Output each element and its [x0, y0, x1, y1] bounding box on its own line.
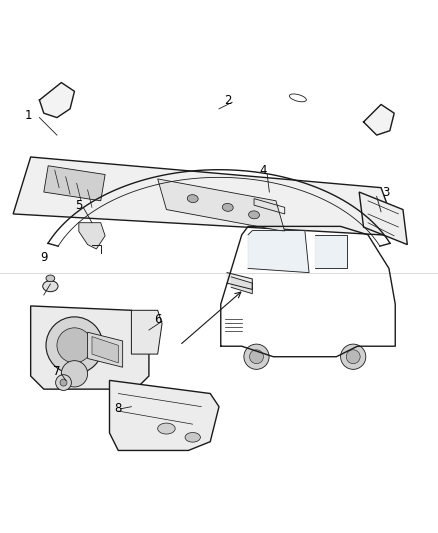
- Polygon shape: [315, 235, 347, 269]
- Circle shape: [57, 328, 92, 363]
- Ellipse shape: [249, 211, 259, 219]
- Polygon shape: [364, 104, 394, 135]
- Polygon shape: [92, 336, 118, 363]
- Polygon shape: [227, 273, 252, 289]
- Circle shape: [61, 361, 88, 387]
- Ellipse shape: [128, 403, 144, 415]
- Circle shape: [46, 317, 103, 374]
- Ellipse shape: [223, 204, 233, 211]
- Circle shape: [56, 375, 71, 391]
- Circle shape: [60, 379, 67, 386]
- Polygon shape: [88, 332, 123, 367]
- Ellipse shape: [125, 402, 133, 408]
- Circle shape: [346, 350, 360, 364]
- Text: 9: 9: [40, 251, 48, 264]
- Ellipse shape: [187, 195, 198, 203]
- Polygon shape: [158, 179, 285, 231]
- Circle shape: [250, 350, 263, 364]
- Polygon shape: [31, 306, 149, 389]
- Text: 1: 1: [25, 109, 32, 122]
- Polygon shape: [248, 231, 309, 273]
- Polygon shape: [131, 310, 162, 354]
- Polygon shape: [13, 157, 399, 236]
- Polygon shape: [44, 166, 105, 201]
- Polygon shape: [231, 277, 252, 294]
- Circle shape: [244, 344, 269, 369]
- Text: 5: 5: [75, 199, 82, 212]
- Ellipse shape: [43, 281, 58, 292]
- Text: 8: 8: [115, 402, 122, 415]
- Text: 3: 3: [382, 185, 389, 198]
- Ellipse shape: [185, 432, 200, 442]
- Polygon shape: [110, 381, 219, 450]
- Text: 7: 7: [53, 365, 61, 378]
- Ellipse shape: [46, 275, 55, 281]
- Text: 6: 6: [154, 312, 162, 326]
- Text: 2: 2: [224, 94, 232, 107]
- Polygon shape: [79, 223, 105, 249]
- Circle shape: [341, 344, 366, 369]
- Ellipse shape: [158, 423, 175, 434]
- Polygon shape: [39, 83, 74, 118]
- Text: 4: 4: [259, 164, 267, 176]
- Polygon shape: [359, 192, 407, 245]
